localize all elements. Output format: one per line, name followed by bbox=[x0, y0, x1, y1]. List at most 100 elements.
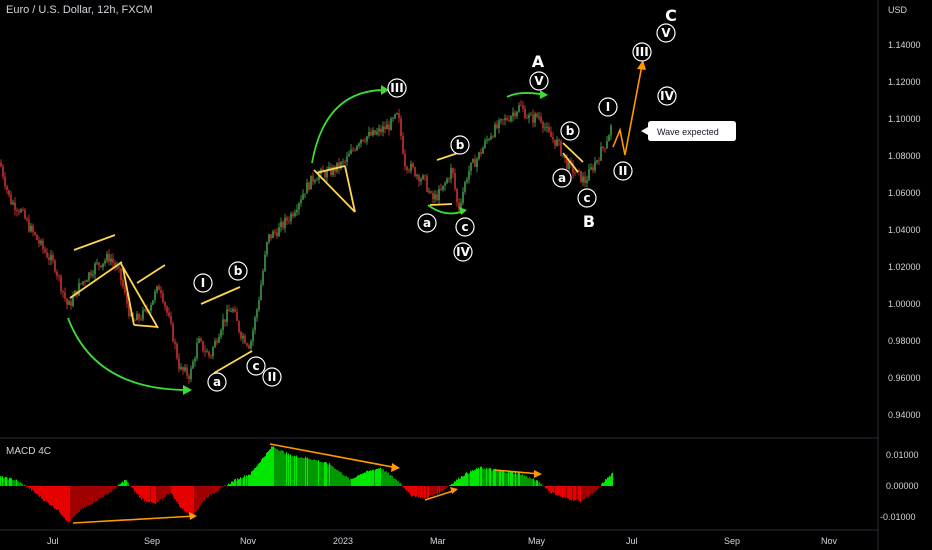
macd-bar bbox=[208, 486, 210, 498]
candle-body bbox=[94, 263, 96, 275]
candle-body bbox=[64, 292, 66, 299]
macd-bar bbox=[596, 486, 598, 491]
macd-bar bbox=[182, 486, 184, 510]
macd-bar bbox=[34, 486, 36, 493]
macd-bar bbox=[104, 486, 106, 496]
macd-bar bbox=[489, 468, 491, 486]
candle-body bbox=[22, 209, 24, 211]
chart-title: Euro / U.S. Dollar, 12h, FXCM bbox=[6, 4, 153, 16]
candle-body bbox=[52, 255, 54, 261]
wave-label-iii: III bbox=[632, 42, 652, 62]
macd-bar bbox=[411, 486, 413, 497]
macd-bar bbox=[609, 475, 611, 486]
macd-bar bbox=[349, 479, 351, 486]
macd-bar bbox=[39, 486, 41, 498]
macd-bar bbox=[165, 486, 167, 498]
macd-bar bbox=[594, 486, 596, 492]
wave-expected-callout: Wave expected bbox=[641, 121, 736, 141]
macd-bar bbox=[563, 486, 565, 497]
macd-bar bbox=[183, 486, 185, 509]
macd-bar bbox=[422, 486, 424, 498]
macd-bar bbox=[220, 486, 222, 488]
macd-bar bbox=[270, 449, 272, 486]
macd-bar bbox=[29, 486, 31, 489]
candle-body bbox=[110, 258, 112, 262]
wave-label-iii: III bbox=[387, 78, 407, 98]
wave-label-circle bbox=[453, 242, 473, 262]
macd-bar bbox=[527, 477, 529, 486]
macd-bar bbox=[314, 459, 316, 486]
wave-label-major-a: A bbox=[532, 52, 545, 71]
candle-body bbox=[400, 118, 402, 137]
macd-bar bbox=[86, 486, 88, 507]
macd-bar bbox=[110, 486, 112, 492]
macd-bar bbox=[281, 450, 283, 486]
macd-bar bbox=[569, 486, 571, 501]
macd-bar bbox=[131, 486, 133, 487]
candle-body bbox=[42, 240, 44, 249]
macd-bar bbox=[610, 476, 612, 486]
macd-bar bbox=[124, 480, 126, 486]
macd-bar bbox=[374, 470, 376, 486]
candle-body bbox=[170, 316, 172, 324]
macd-bar bbox=[168, 486, 170, 495]
macd-bar bbox=[496, 470, 498, 486]
macd-bar bbox=[430, 486, 432, 496]
candle-body bbox=[308, 182, 310, 190]
macd-bar bbox=[94, 486, 96, 501]
macd-bar bbox=[149, 486, 151, 503]
macd-bar bbox=[437, 486, 439, 495]
macd-bar bbox=[394, 478, 396, 486]
macd-bar bbox=[351, 478, 353, 486]
candle-body bbox=[30, 225, 32, 232]
macd-bar bbox=[249, 474, 251, 486]
candle-body bbox=[178, 358, 180, 369]
macd-bar bbox=[519, 472, 521, 486]
macd-bar bbox=[109, 486, 111, 494]
macd-bar bbox=[301, 457, 303, 486]
macd-bar bbox=[234, 479, 236, 486]
candle-body bbox=[390, 118, 392, 131]
macd-bar bbox=[292, 456, 294, 486]
macd-bar bbox=[499, 469, 501, 486]
candle-body bbox=[216, 340, 218, 343]
macd-bar bbox=[43, 486, 45, 501]
price-tick: 0.94000 bbox=[888, 410, 921, 420]
macd-bar bbox=[573, 486, 575, 501]
candle-body bbox=[166, 306, 168, 313]
candle-body bbox=[286, 217, 288, 221]
macd-bar bbox=[480, 466, 482, 486]
candle-body bbox=[192, 361, 194, 369]
candle-body bbox=[78, 283, 80, 296]
macd-bar bbox=[51, 486, 53, 507]
macd-bar bbox=[361, 474, 363, 486]
candle-body bbox=[98, 262, 100, 266]
macd-bar bbox=[82, 486, 84, 509]
candle-body bbox=[446, 178, 448, 184]
macd-bar bbox=[497, 470, 499, 486]
wave-label-text: II bbox=[619, 164, 628, 178]
macd-bar bbox=[416, 486, 418, 497]
macd-bar bbox=[425, 486, 427, 498]
macd-bar bbox=[348, 477, 350, 486]
wave-label-text: b bbox=[566, 124, 575, 138]
candle-body bbox=[560, 140, 562, 156]
candle-body bbox=[248, 345, 250, 349]
candle-body bbox=[288, 220, 290, 222]
macd-bar bbox=[565, 486, 567, 499]
wave-label-i: I bbox=[598, 97, 618, 117]
macd-bar bbox=[50, 486, 52, 506]
candle-body bbox=[122, 280, 124, 287]
macd-bar bbox=[274, 447, 276, 486]
macd-bar bbox=[484, 468, 486, 486]
macd-bar bbox=[604, 482, 606, 486]
macd-bar bbox=[299, 457, 301, 486]
macd-bar bbox=[528, 478, 530, 486]
macd-bar bbox=[536, 480, 538, 486]
macd-bar bbox=[378, 468, 380, 486]
macd-bar bbox=[506, 472, 508, 486]
macd-bar bbox=[587, 486, 589, 499]
macd-bar bbox=[376, 468, 378, 486]
macd-bar bbox=[459, 479, 461, 486]
